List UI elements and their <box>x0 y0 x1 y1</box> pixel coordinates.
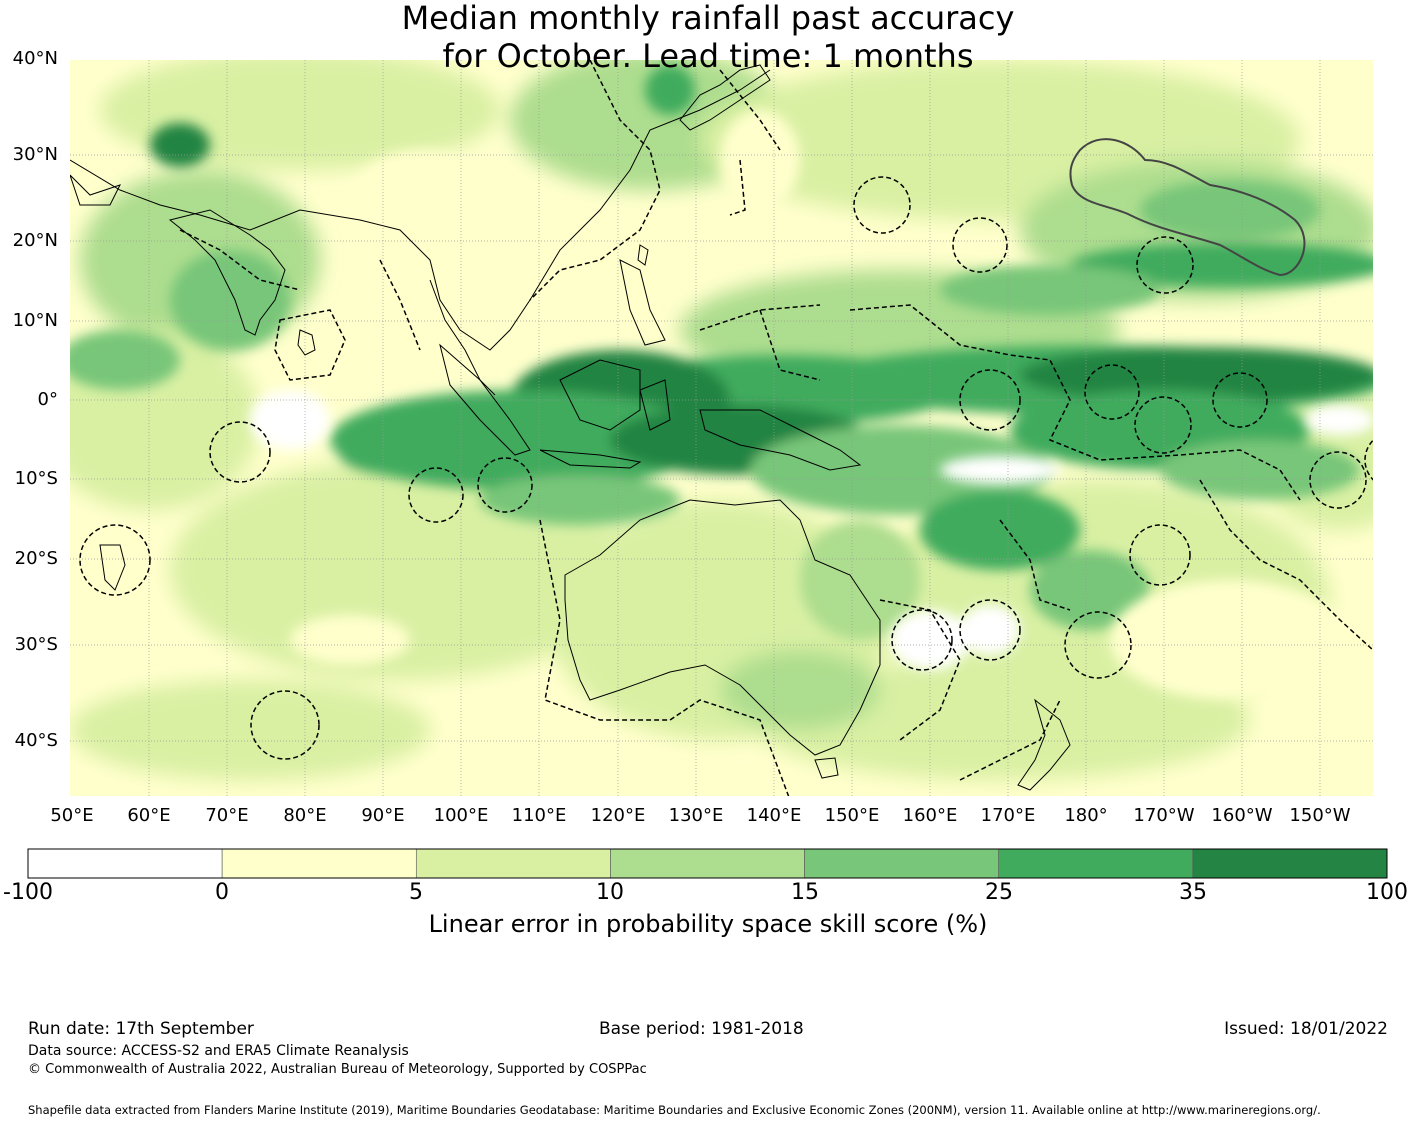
colorbar-tick: -100 <box>3 880 53 905</box>
lon-label: 170°E <box>980 805 1036 826</box>
run-date: Run date: 17th September <box>28 1019 254 1039</box>
lon-label: 110°E <box>511 805 567 826</box>
lat-label: 40°S <box>14 730 58 751</box>
eez-south-pacific <box>959 479 1373 781</box>
eez-asia <box>529 60 781 301</box>
colorbar-segment <box>998 848 1194 879</box>
coast-sulawesi <box>639 379 671 431</box>
colorbar-segment <box>27 848 223 879</box>
lon-label: 140°E <box>746 805 802 826</box>
eez-indian-ocean <box>179 229 421 381</box>
lon-label: 120°E <box>590 805 646 826</box>
issued-date: Issued: 18/01/2022 <box>1224 1019 1388 1039</box>
map-field <box>70 60 1373 796</box>
coast-madagascar <box>99 544 126 591</box>
coast-java <box>539 449 642 469</box>
lat-label: 10°S <box>14 468 58 489</box>
graticule <box>70 60 1373 796</box>
map-title-line1: Median monthly rainfall past accuracy <box>401 0 1015 37</box>
lat-label: 0° <box>37 389 58 410</box>
colorbar-tick: 100 <box>1366 880 1408 905</box>
eez-pacific-chain <box>699 304 1301 501</box>
colorbar-tick: 15 <box>791 880 819 905</box>
coast-malay-peninsula <box>429 279 496 396</box>
colorbar-segment <box>415 848 611 879</box>
coast-new-guinea <box>699 409 862 471</box>
lon-label: 150°E <box>824 805 880 826</box>
colorbar-segment <box>1192 848 1388 879</box>
coast-india <box>168 209 286 336</box>
coast-philippines <box>619 259 666 346</box>
colorbar-tick: 5 <box>409 880 423 905</box>
colorbar-segment <box>221 848 417 879</box>
eez-australia <box>539 519 961 796</box>
eez-boundaries <box>79 60 1373 796</box>
coast-sri-lanka <box>297 329 316 356</box>
lon-label: 150°W <box>1289 805 1351 826</box>
coast-arabia <box>70 174 121 206</box>
coast-new-zealand <box>1017 698 1071 791</box>
colorbar-tick: 35 <box>1179 880 1207 905</box>
lon-label: 60°E <box>127 805 171 826</box>
shapefile-credit: Shapefile data extracted from Flanders M… <box>28 1103 1321 1117</box>
data-source: Data source: ACCESS-S2 and ERA5 Climate … <box>28 1043 409 1059</box>
lon-label: 50°E <box>50 805 94 826</box>
base-period: Base period: 1981-2018 <box>599 1019 804 1039</box>
lat-label: 20°N <box>12 230 58 251</box>
coast-tasmania <box>814 757 839 779</box>
colorbar-border <box>27 848 1388 879</box>
colorbar <box>27 848 1388 879</box>
lat-label: 40°N <box>12 48 58 69</box>
lat-label: 10°N <box>12 310 58 331</box>
lon-label: 90°E <box>361 805 405 826</box>
coast-australia <box>564 499 881 756</box>
lat-label: 30°S <box>14 634 58 655</box>
coast-japan <box>679 64 771 131</box>
map-title-line2: for October. Lead time: 1 months <box>442 37 974 75</box>
lon-label: 160°E <box>902 805 958 826</box>
coast-borneo <box>559 359 641 431</box>
lon-label: 70°E <box>205 805 249 826</box>
skill-field-low <box>70 110 1373 700</box>
coast-sumatra <box>439 343 531 456</box>
lon-label: 100°E <box>433 805 489 826</box>
skill-field-dark <box>70 65 1373 640</box>
colorbar-label: Linear error in probability space skill … <box>428 910 988 938</box>
colorbar-segment <box>804 848 1000 879</box>
colorbar-tick: 25 <box>985 880 1013 905</box>
copyright: © Commonwealth of Australia 2022, Austra… <box>28 1062 647 1077</box>
eez-hawaii <box>1069 138 1306 277</box>
coast-taiwan <box>637 244 649 266</box>
lon-label: 130°E <box>668 805 724 826</box>
colorbar-tick: 0 <box>215 880 229 905</box>
lon-label: 160°W <box>1211 805 1273 826</box>
lon-label: 180° <box>1064 805 1108 826</box>
colorbar-segment <box>610 848 805 879</box>
lon-label: 170°W <box>1133 805 1195 826</box>
lon-label: 80°E <box>283 805 327 826</box>
lat-label: 20°S <box>14 548 58 569</box>
colorbar-tick: 10 <box>596 880 624 905</box>
lat-label: 30°N <box>12 144 58 165</box>
